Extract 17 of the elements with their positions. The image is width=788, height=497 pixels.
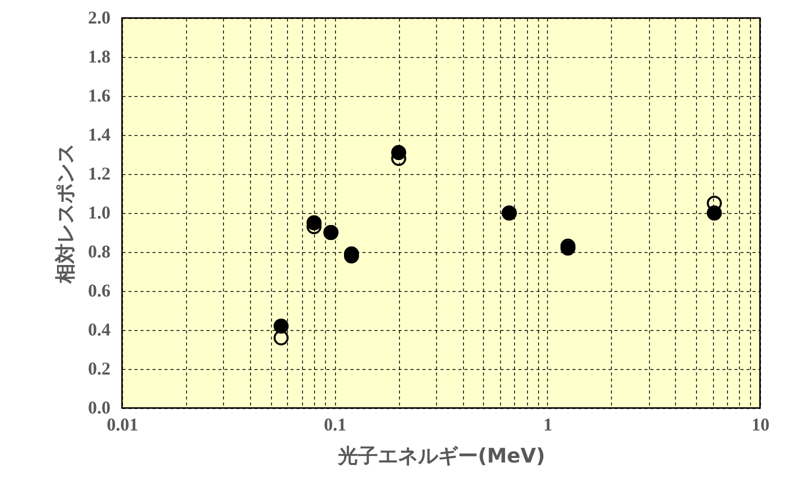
- y-tick-label: 2.0: [88, 8, 110, 28]
- y-tick-label: 0.8: [88, 242, 110, 262]
- y-tick-label: 1.6: [88, 86, 110, 106]
- x-tick-label: 0.1: [324, 414, 346, 434]
- x-tick-label: 10: [752, 414, 770, 434]
- y-tick-label: 1.8: [88, 46, 110, 66]
- y-tick-label: 0.4: [88, 320, 110, 340]
- y-tick-label: 1.2: [88, 164, 110, 184]
- y-tick-label: 0.6: [88, 280, 110, 300]
- y-axis-title: 相対レスポンス: [53, 144, 77, 284]
- y-tick-label: 0.0: [88, 398, 110, 418]
- x-tick-label: 0.01: [106, 414, 138, 434]
- x-axis-title: 光子エネルギー(MeV): [336, 444, 546, 468]
- y-tick-label: 1.0: [88, 202, 110, 222]
- y-tick-label: 0.2: [88, 358, 110, 378]
- x-tick-label: 1: [543, 414, 552, 434]
- y-tick-label: 1.4: [88, 124, 110, 144]
